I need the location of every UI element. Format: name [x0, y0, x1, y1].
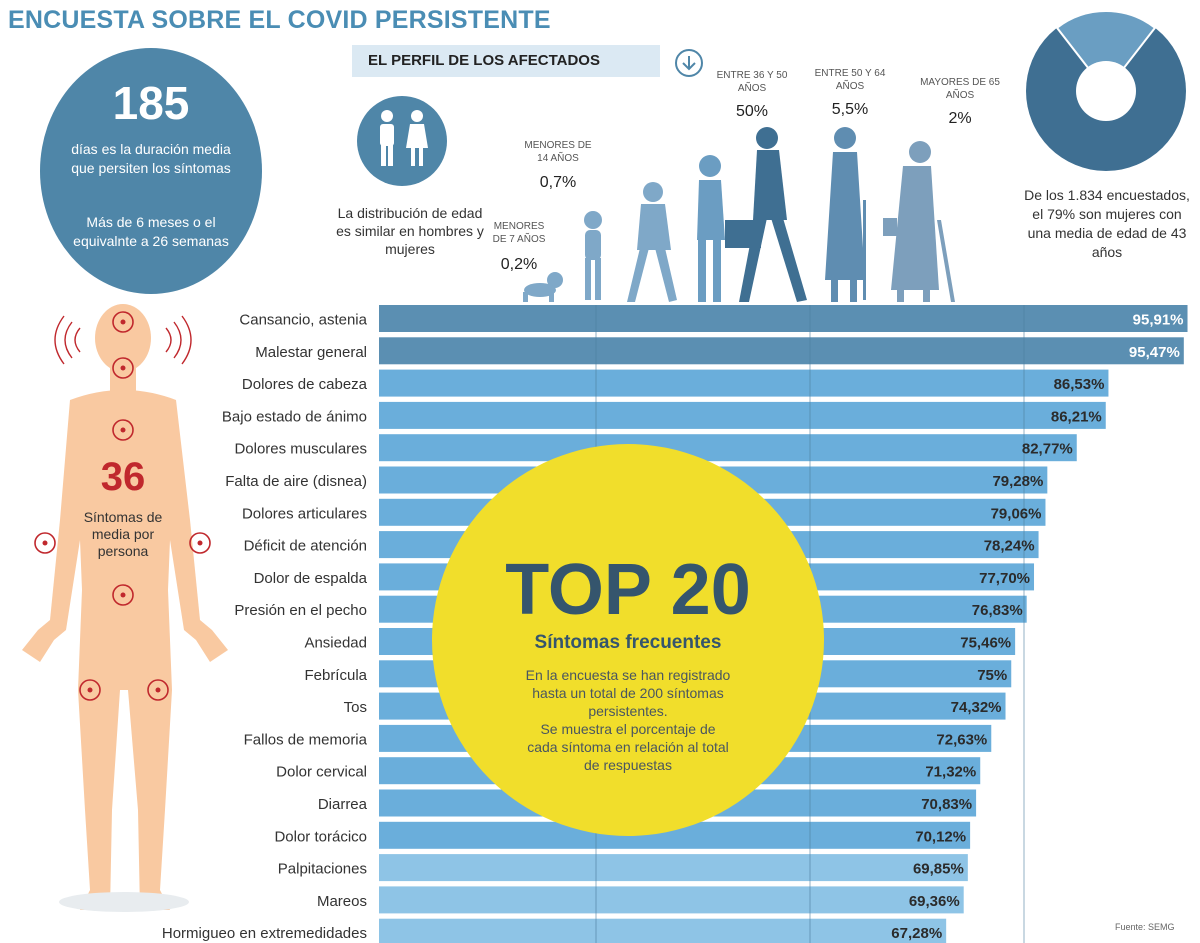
- bar-17: [379, 854, 968, 882]
- value-label-8: 77,70%: [979, 570, 1030, 587]
- gender-note: La distribución de edad es similar en ho…: [336, 205, 484, 257]
- category-label-15: Diarrea: [318, 796, 368, 813]
- bar-4: [379, 434, 1077, 462]
- top20-text-line: hasta un total de 200 síntomas: [532, 685, 723, 701]
- category-label-8: Dolor de espalda: [254, 570, 368, 587]
- value-label-19: 67,28%: [891, 925, 942, 942]
- age-label-under14: MENORES DE 14 AÑOS: [524, 140, 592, 164]
- age-pct-under7: 0,2%: [500, 256, 538, 273]
- duration-number: 185: [112, 77, 190, 129]
- age-pct-50-64: 5,5%: [831, 101, 869, 118]
- category-label-0: Cansancio, astenia: [239, 312, 367, 329]
- age-label-under7: MENORES DE 7 AÑOS: [492, 221, 546, 245]
- top20-text-line: Se muestra el porcentaje de: [540, 721, 715, 737]
- category-label-1: Malestar general: [255, 344, 367, 361]
- top20-circle: [432, 444, 824, 836]
- top20-text-line: de respuestas: [584, 757, 672, 773]
- value-label-11: 75%: [977, 667, 1007, 684]
- category-label-14: Dolor cervical: [276, 764, 367, 781]
- category-label-12: Tos: [344, 699, 367, 716]
- donut-hole: [1076, 61, 1136, 121]
- value-label-18: 69,36%: [909, 893, 960, 910]
- age-silhouettes-illustration: [523, 127, 955, 302]
- source-note: Fuente: SEMG: [1115, 922, 1175, 932]
- symptoms-per-person-number: 36: [100, 455, 146, 499]
- category-label-5: Falta de aire (disnea): [225, 473, 367, 490]
- value-label-4: 82,77%: [1022, 441, 1073, 458]
- value-label-3: 86,21%: [1051, 408, 1102, 425]
- category-label-16: Dolor torácico: [274, 828, 367, 845]
- donut-men-slice: [1055, 10, 1157, 93]
- value-label-0: 95,91%: [1133, 312, 1184, 329]
- symptoms-per-person-text: Síntomas de media por persona: [83, 509, 163, 559]
- category-label-19: Hormigueo en extremedidades: [162, 925, 367, 942]
- category-label-3: Bajo estado de ánimo: [222, 408, 367, 425]
- bar-2: [379, 369, 1109, 397]
- age-label-50-64: ENTRE 50 Y 64 AÑOS: [814, 68, 886, 92]
- bar-1: [379, 337, 1184, 365]
- value-label-1: 95,47%: [1129, 344, 1180, 361]
- top20-title: TOP 20: [505, 550, 751, 630]
- value-label-15: 70,83%: [921, 796, 972, 813]
- category-label-10: Ansiedad: [304, 635, 367, 652]
- value-label-17: 69,85%: [913, 861, 964, 878]
- top20-text-line: cada síntoma en relación al total: [527, 739, 729, 755]
- category-label-18: Mareos: [317, 893, 367, 910]
- age-pct-36-50: 50%: [735, 103, 769, 120]
- gender-circle: [357, 96, 447, 186]
- gender-donut-chart: [1026, 10, 1186, 171]
- duration-weeks-text: Más de 6 meses o el equivalnte a 26 sema…: [73, 214, 229, 249]
- human-body-illustration: [22, 304, 228, 912]
- category-label-13: Fallos de memoria: [244, 731, 368, 748]
- bar-3: [379, 401, 1106, 429]
- top20-text-line: persistentes.: [588, 703, 667, 719]
- age-label-36-50: ENTRE 36 Y 50 AÑOS: [716, 70, 788, 94]
- category-label-7: Déficit de atención: [244, 538, 367, 555]
- category-label-6: Dolores articulares: [242, 505, 367, 522]
- page-title: ENCUESTA SOBRE EL COVID PERSISTENTE: [8, 6, 551, 34]
- bar-19: [379, 918, 947, 943]
- age-label-over65: MAYORES DE 65 AÑOS: [920, 77, 1000, 101]
- value-label-13: 72,63%: [936, 731, 987, 748]
- age-pct-over65: 2%: [948, 110, 972, 127]
- category-label-9: Presión en el pecho: [234, 602, 367, 619]
- value-label-12: 74,32%: [951, 699, 1002, 716]
- value-label-10: 75,46%: [960, 635, 1011, 652]
- respondents-text: De los 1.834 encuestados, el 79% son muj…: [1024, 187, 1190, 260]
- value-label-9: 76,83%: [972, 602, 1023, 619]
- arrow-down-icon: [675, 49, 703, 77]
- duration-circle: 185 días es la duración media que persit…: [40, 48, 262, 294]
- value-label-6: 79,06%: [991, 505, 1042, 522]
- bar-0: [379, 305, 1188, 332]
- top20-subtitle: Síntomas frecuentes: [535, 632, 722, 653]
- value-label-16: 70,12%: [915, 828, 966, 845]
- category-label-4: Dolores musculares: [234, 441, 367, 458]
- duration-text: días es la duración media que persiten l…: [71, 141, 231, 176]
- value-label-7: 78,24%: [984, 538, 1035, 555]
- value-label-5: 79,28%: [992, 473, 1043, 490]
- age-pct-under14: 0,7%: [539, 174, 577, 191]
- value-label-2: 86,53%: [1054, 376, 1105, 393]
- profile-banner: EL PERFIL DE LOS AFECTADOS: [352, 45, 660, 77]
- category-label-11: Febrícula: [304, 667, 367, 684]
- category-label-2: Dolores de cabeza: [242, 376, 368, 393]
- value-label-14: 71,32%: [925, 764, 976, 781]
- man-woman-icon: [380, 110, 428, 166]
- top20-text-line: En la encuesta se han registrado: [526, 667, 731, 683]
- bar-18: [379, 886, 964, 914]
- category-label-17: Palpitaciones: [278, 861, 367, 878]
